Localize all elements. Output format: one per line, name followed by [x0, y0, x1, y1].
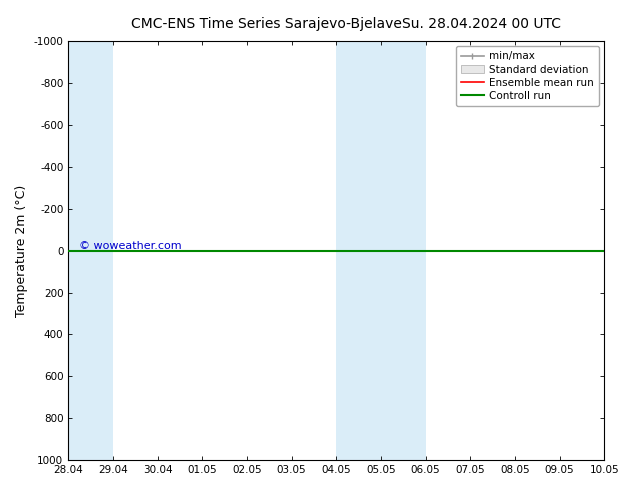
Legend: min/max, Standard deviation, Ensemble mean run, Controll run: min/max, Standard deviation, Ensemble me…	[456, 46, 599, 106]
Y-axis label: Temperature 2m (°C): Temperature 2m (°C)	[15, 184, 28, 317]
Bar	[336, 41, 381, 460]
Bar	[68, 41, 113, 460]
Text: © woweather.com: © woweather.com	[79, 241, 181, 250]
Text: CMC-ENS Time Series Sarajevo-Bjelave: CMC-ENS Time Series Sarajevo-Bjelave	[131, 17, 402, 31]
Bar	[381, 41, 425, 460]
Text: Su. 28.04.2024 00 UTC: Su. 28.04.2024 00 UTC	[403, 17, 561, 31]
